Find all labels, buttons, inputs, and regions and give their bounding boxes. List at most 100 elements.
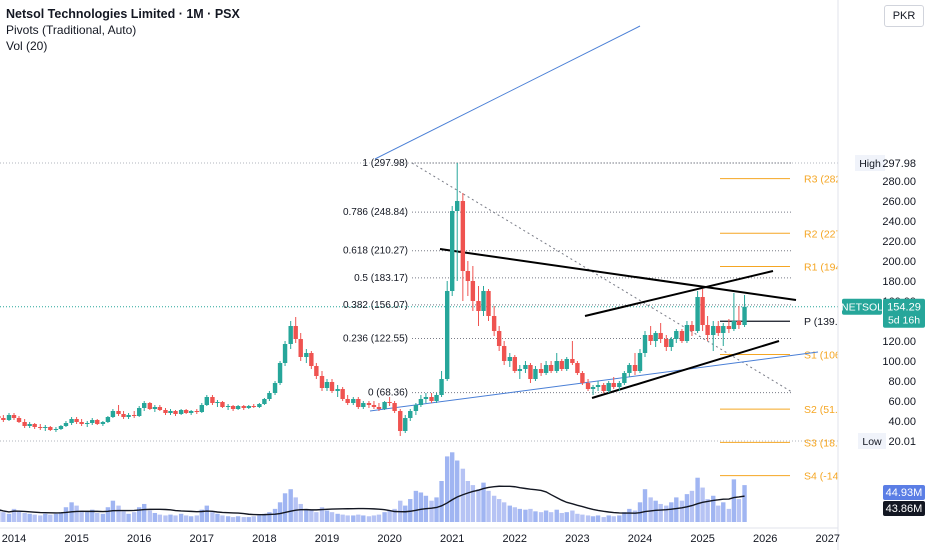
candle-body <box>288 326 293 344</box>
volume-bar <box>533 511 538 522</box>
volume-bar <box>450 452 455 522</box>
time-tick-label: 2014 <box>2 533 26 545</box>
candle-body <box>611 383 616 387</box>
candle-body <box>345 399 350 403</box>
volume-bar <box>204 505 210 522</box>
time-tick-label: 2021 <box>440 533 464 545</box>
volume-bar <box>16 511 22 522</box>
volume-bar <box>27 513 32 522</box>
candle-body <box>382 402 387 409</box>
candle-body <box>460 201 466 271</box>
pivot-label: R3 (282.43) <box>804 174 859 186</box>
candle-body <box>376 407 382 409</box>
high-label-bg <box>855 155 885 172</box>
candle-body <box>32 424 37 427</box>
volume-bar <box>481 482 486 522</box>
candle-body <box>11 415 17 418</box>
candle-body <box>58 426 64 429</box>
fib-level-label: 0.236 (122.55) <box>343 333 408 344</box>
candle-body <box>538 369 544 373</box>
candle-body <box>444 291 450 379</box>
time-tick-label: 2025 <box>690 533 714 545</box>
time-tick-label: 2017 <box>190 533 214 545</box>
volume-bar <box>142 503 147 522</box>
pivot-label: S2 (51.85) <box>804 404 853 416</box>
time-tick-label: 2016 <box>127 533 151 545</box>
pivot-label: P (139.78) <box>804 316 853 328</box>
candle-body <box>267 393 272 399</box>
volume-bar <box>611 516 616 522</box>
symbol-title[interactable]: Netsol Technologies Limited · 1M · PSX <box>6 7 240 21</box>
trendlines[interactable] <box>369 25 819 412</box>
candle-body <box>606 383 611 391</box>
volume-bar <box>199 509 204 522</box>
currency-button[interactable]: PKR <box>884 5 924 27</box>
low-label: Low <box>862 436 882 448</box>
volume-bar <box>742 485 747 522</box>
volume-bar <box>126 513 131 522</box>
candle-body <box>74 419 79 422</box>
candle-body <box>627 365 632 373</box>
volume-tag: 44.93M <box>886 487 923 499</box>
candle-body <box>0 416 1 418</box>
candle-body <box>585 383 591 389</box>
candle-body <box>439 379 444 395</box>
time-tick-label: 2019 <box>315 533 339 545</box>
candle-body <box>319 376 325 388</box>
volume-bar <box>695 477 700 522</box>
volume-indicator-label[interactable]: Vol (20) <box>6 39 48 53</box>
volume-bar <box>465 481 471 522</box>
pivots-indicator-label[interactable]: Pivots (Traditional, Auto) <box>6 23 137 37</box>
volume-bar <box>309 510 314 522</box>
candle-body <box>157 407 163 410</box>
volume-bar <box>319 507 325 522</box>
volume-bar <box>439 481 444 522</box>
candle-body <box>6 415 12 420</box>
candle-body <box>38 427 43 428</box>
candle-body <box>147 403 153 409</box>
fib-level-label: 0.786 (248.84) <box>343 207 408 218</box>
volume-bar <box>669 502 674 522</box>
candle-body <box>225 406 231 407</box>
candle-body <box>188 411 194 413</box>
candle-body <box>689 325 695 331</box>
price-axis-bg <box>838 0 932 550</box>
candle-body <box>403 418 408 431</box>
candle-body <box>230 406 236 409</box>
symbol-tag-bg <box>842 298 882 315</box>
volume-bar <box>684 494 690 522</box>
candlesticks <box>0 163 747 436</box>
candle-body <box>137 408 142 416</box>
volume-bar <box>627 508 632 522</box>
volume-bar <box>548 512 554 522</box>
volume-bar <box>324 510 330 522</box>
volume-bar <box>215 513 220 522</box>
volume-bar <box>700 487 705 522</box>
volume-bar <box>392 508 397 522</box>
volume-bar <box>105 507 111 522</box>
volume-bar <box>121 511 126 522</box>
candle-body <box>173 411 178 414</box>
volume-bar <box>230 517 236 522</box>
candle-body <box>450 211 455 291</box>
candle-body <box>366 403 372 405</box>
volume-bar <box>595 515 601 522</box>
candle-body <box>16 418 22 422</box>
candle-body <box>711 326 716 335</box>
candle-body <box>371 405 377 407</box>
fib-level-label: 0 (68.36) <box>368 388 408 399</box>
candle-body <box>356 399 361 407</box>
candle-body <box>90 420 95 423</box>
candle-body <box>632 365 638 371</box>
volume-bar <box>335 513 340 522</box>
volume-bar <box>408 499 413 522</box>
candle-body <box>48 427 53 430</box>
candle-body <box>695 297 700 331</box>
volume-bar <box>340 514 345 522</box>
volume-bar <box>298 503 303 522</box>
candle-body <box>194 411 199 412</box>
candle-body <box>705 325 710 335</box>
volume-bar <box>329 512 335 522</box>
